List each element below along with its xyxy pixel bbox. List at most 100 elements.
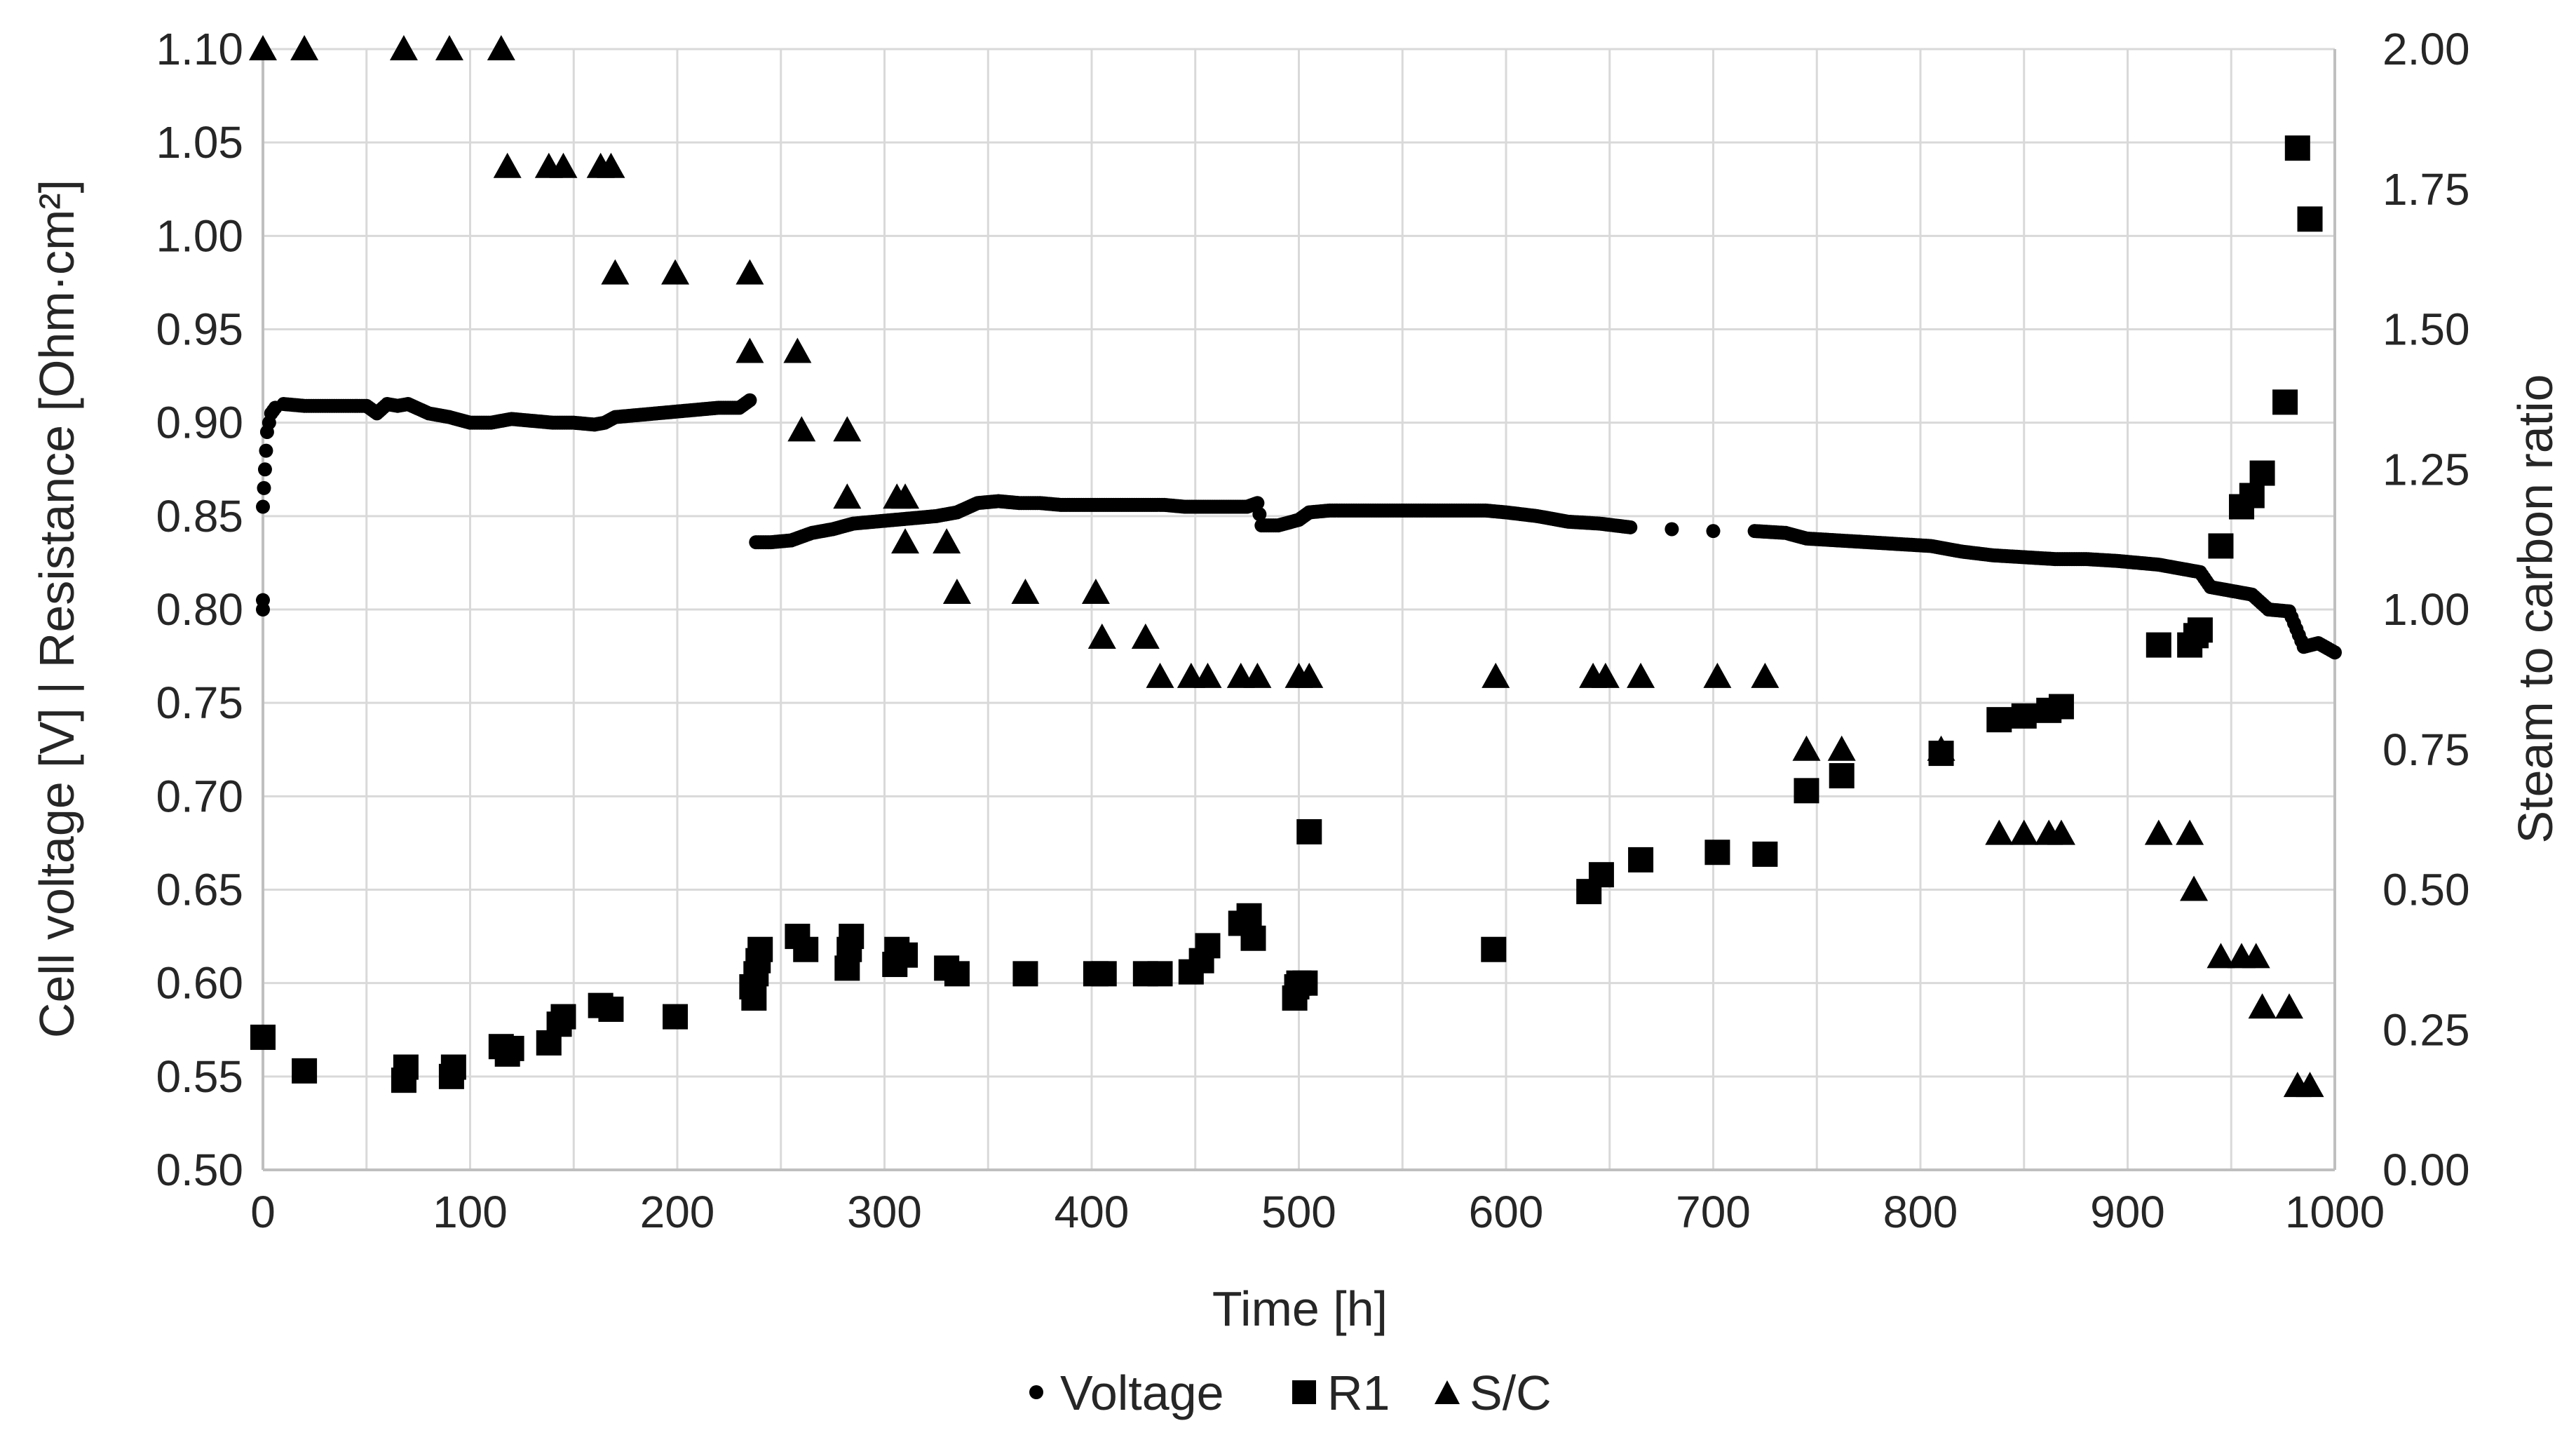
y-axis-title: Cell voltage [V] | Resistance [Ohm·cm²] bbox=[29, 180, 84, 1038]
x-axis-title: Time [h] bbox=[1212, 1281, 1388, 1336]
sc-point bbox=[1703, 662, 1732, 688]
r1-point bbox=[741, 985, 767, 1011]
r1-point bbox=[663, 1004, 689, 1030]
legend-voltage-label: Voltage bbox=[1060, 1366, 1224, 1420]
r1-point bbox=[1986, 707, 2012, 733]
sc-point bbox=[891, 528, 920, 554]
x-tick-label: 100 bbox=[433, 1187, 508, 1237]
r1-point bbox=[1147, 961, 1173, 987]
r1-point bbox=[2011, 703, 2037, 729]
sc-point bbox=[1011, 579, 1040, 605]
r1-point bbox=[499, 1035, 524, 1061]
x-tick-label: 200 bbox=[640, 1187, 715, 1237]
sc-point bbox=[1131, 623, 1160, 649]
r1-point bbox=[1481, 936, 1507, 962]
sc-point bbox=[1591, 662, 1620, 688]
voltage-point bbox=[743, 393, 757, 407]
voltage-point bbox=[1665, 522, 1679, 537]
sc-point bbox=[1627, 662, 1655, 688]
r1-point bbox=[292, 1058, 318, 1084]
sc-point bbox=[942, 579, 971, 605]
y2-tick-label: 1.75 bbox=[2382, 164, 2470, 215]
r1-point bbox=[1704, 840, 1730, 865]
r1-point bbox=[393, 1054, 419, 1080]
sc-point bbox=[249, 35, 277, 60]
sc-point bbox=[1751, 662, 1780, 688]
r1-point bbox=[839, 924, 865, 950]
sc-point bbox=[389, 35, 418, 60]
series-s-c bbox=[249, 35, 2324, 1098]
r1-point bbox=[1236, 903, 1262, 929]
y2-tick-label: 0.00 bbox=[2382, 1145, 2470, 1195]
voltage-point bbox=[257, 462, 272, 477]
y-tick-label: 0.90 bbox=[156, 398, 243, 448]
x-tick-label: 400 bbox=[1055, 1187, 1130, 1237]
y-tick-label: 0.80 bbox=[156, 584, 243, 635]
y-tick-label: 1.00 bbox=[156, 210, 243, 261]
sc-point bbox=[787, 416, 816, 442]
sc-point bbox=[2296, 1072, 2324, 1098]
sc-point bbox=[1827, 735, 1856, 761]
sc-point bbox=[1243, 662, 1272, 688]
y-tick-label: 0.95 bbox=[156, 304, 243, 355]
x-tick-label: 900 bbox=[2090, 1187, 2165, 1237]
voltage-point bbox=[1623, 520, 1638, 534]
r1-point bbox=[1794, 778, 1819, 804]
y-tick-label: 0.85 bbox=[156, 491, 243, 541]
sc-point bbox=[1792, 735, 1821, 761]
sc-point bbox=[487, 35, 515, 60]
r1-point bbox=[2208, 533, 2234, 559]
sc-point bbox=[1081, 579, 1110, 605]
x-tick-label: 700 bbox=[1676, 1187, 1751, 1237]
voltage-point bbox=[257, 480, 271, 495]
sc-point bbox=[2180, 875, 2209, 901]
legend-sc-label: S/C bbox=[1470, 1366, 1552, 1420]
sc-point bbox=[2248, 993, 2277, 1019]
r1-point bbox=[893, 942, 918, 968]
sc-point bbox=[735, 259, 764, 285]
r1-point bbox=[2249, 460, 2275, 486]
r1-point bbox=[1292, 970, 1318, 996]
sc-point bbox=[2047, 819, 2075, 845]
voltage-point bbox=[259, 443, 273, 458]
r1-point bbox=[2187, 617, 2213, 643]
voltage-point bbox=[1706, 524, 1721, 539]
series-voltage bbox=[256, 393, 2342, 660]
sc-point bbox=[735, 337, 764, 363]
y2-tick-label: 2.00 bbox=[2382, 24, 2470, 74]
sc-point bbox=[2144, 819, 2173, 845]
r1-point bbox=[250, 1024, 276, 1050]
y2-tick-label: 1.00 bbox=[2382, 584, 2470, 635]
y2-tick-label: 1.25 bbox=[2382, 444, 2470, 494]
r1-point bbox=[2272, 389, 2298, 415]
r1-point bbox=[2048, 694, 2074, 720]
sc-point bbox=[549, 152, 578, 178]
sc-point bbox=[2275, 993, 2303, 1019]
y-tick-label: 0.55 bbox=[156, 1051, 243, 1102]
voltage-point bbox=[2328, 645, 2342, 660]
legend-sc-marker bbox=[1435, 1380, 1460, 1404]
x-tick-label: 1000 bbox=[2285, 1187, 2385, 1237]
y-tick-label: 0.65 bbox=[156, 865, 243, 915]
r1-point bbox=[2284, 135, 2310, 161]
y-tick-label: 1.10 bbox=[156, 24, 243, 74]
x-tick-label: 300 bbox=[847, 1187, 922, 1237]
r1-point bbox=[1195, 933, 1221, 959]
r1-point bbox=[598, 996, 624, 1022]
voltage-point bbox=[256, 593, 270, 607]
legend: Voltage R1 S/C bbox=[1029, 1366, 1552, 1420]
series bbox=[249, 35, 2342, 1098]
sc-point bbox=[783, 337, 812, 363]
sc-point bbox=[833, 416, 862, 442]
y2-axis-title: Steam to carbon ratio bbox=[2508, 374, 2563, 843]
y-tick-label: 0.60 bbox=[156, 958, 243, 1009]
y2-tick-label: 1.50 bbox=[2382, 304, 2470, 355]
sc-point bbox=[933, 528, 961, 554]
voltage-point bbox=[1252, 507, 1267, 522]
x-tick-label: 800 bbox=[1883, 1187, 1958, 1237]
r1-point bbox=[1091, 961, 1117, 987]
sc-point bbox=[1193, 662, 1222, 688]
r1-point bbox=[1628, 847, 1654, 873]
sc-point bbox=[1146, 662, 1174, 688]
voltage-point bbox=[256, 499, 270, 514]
